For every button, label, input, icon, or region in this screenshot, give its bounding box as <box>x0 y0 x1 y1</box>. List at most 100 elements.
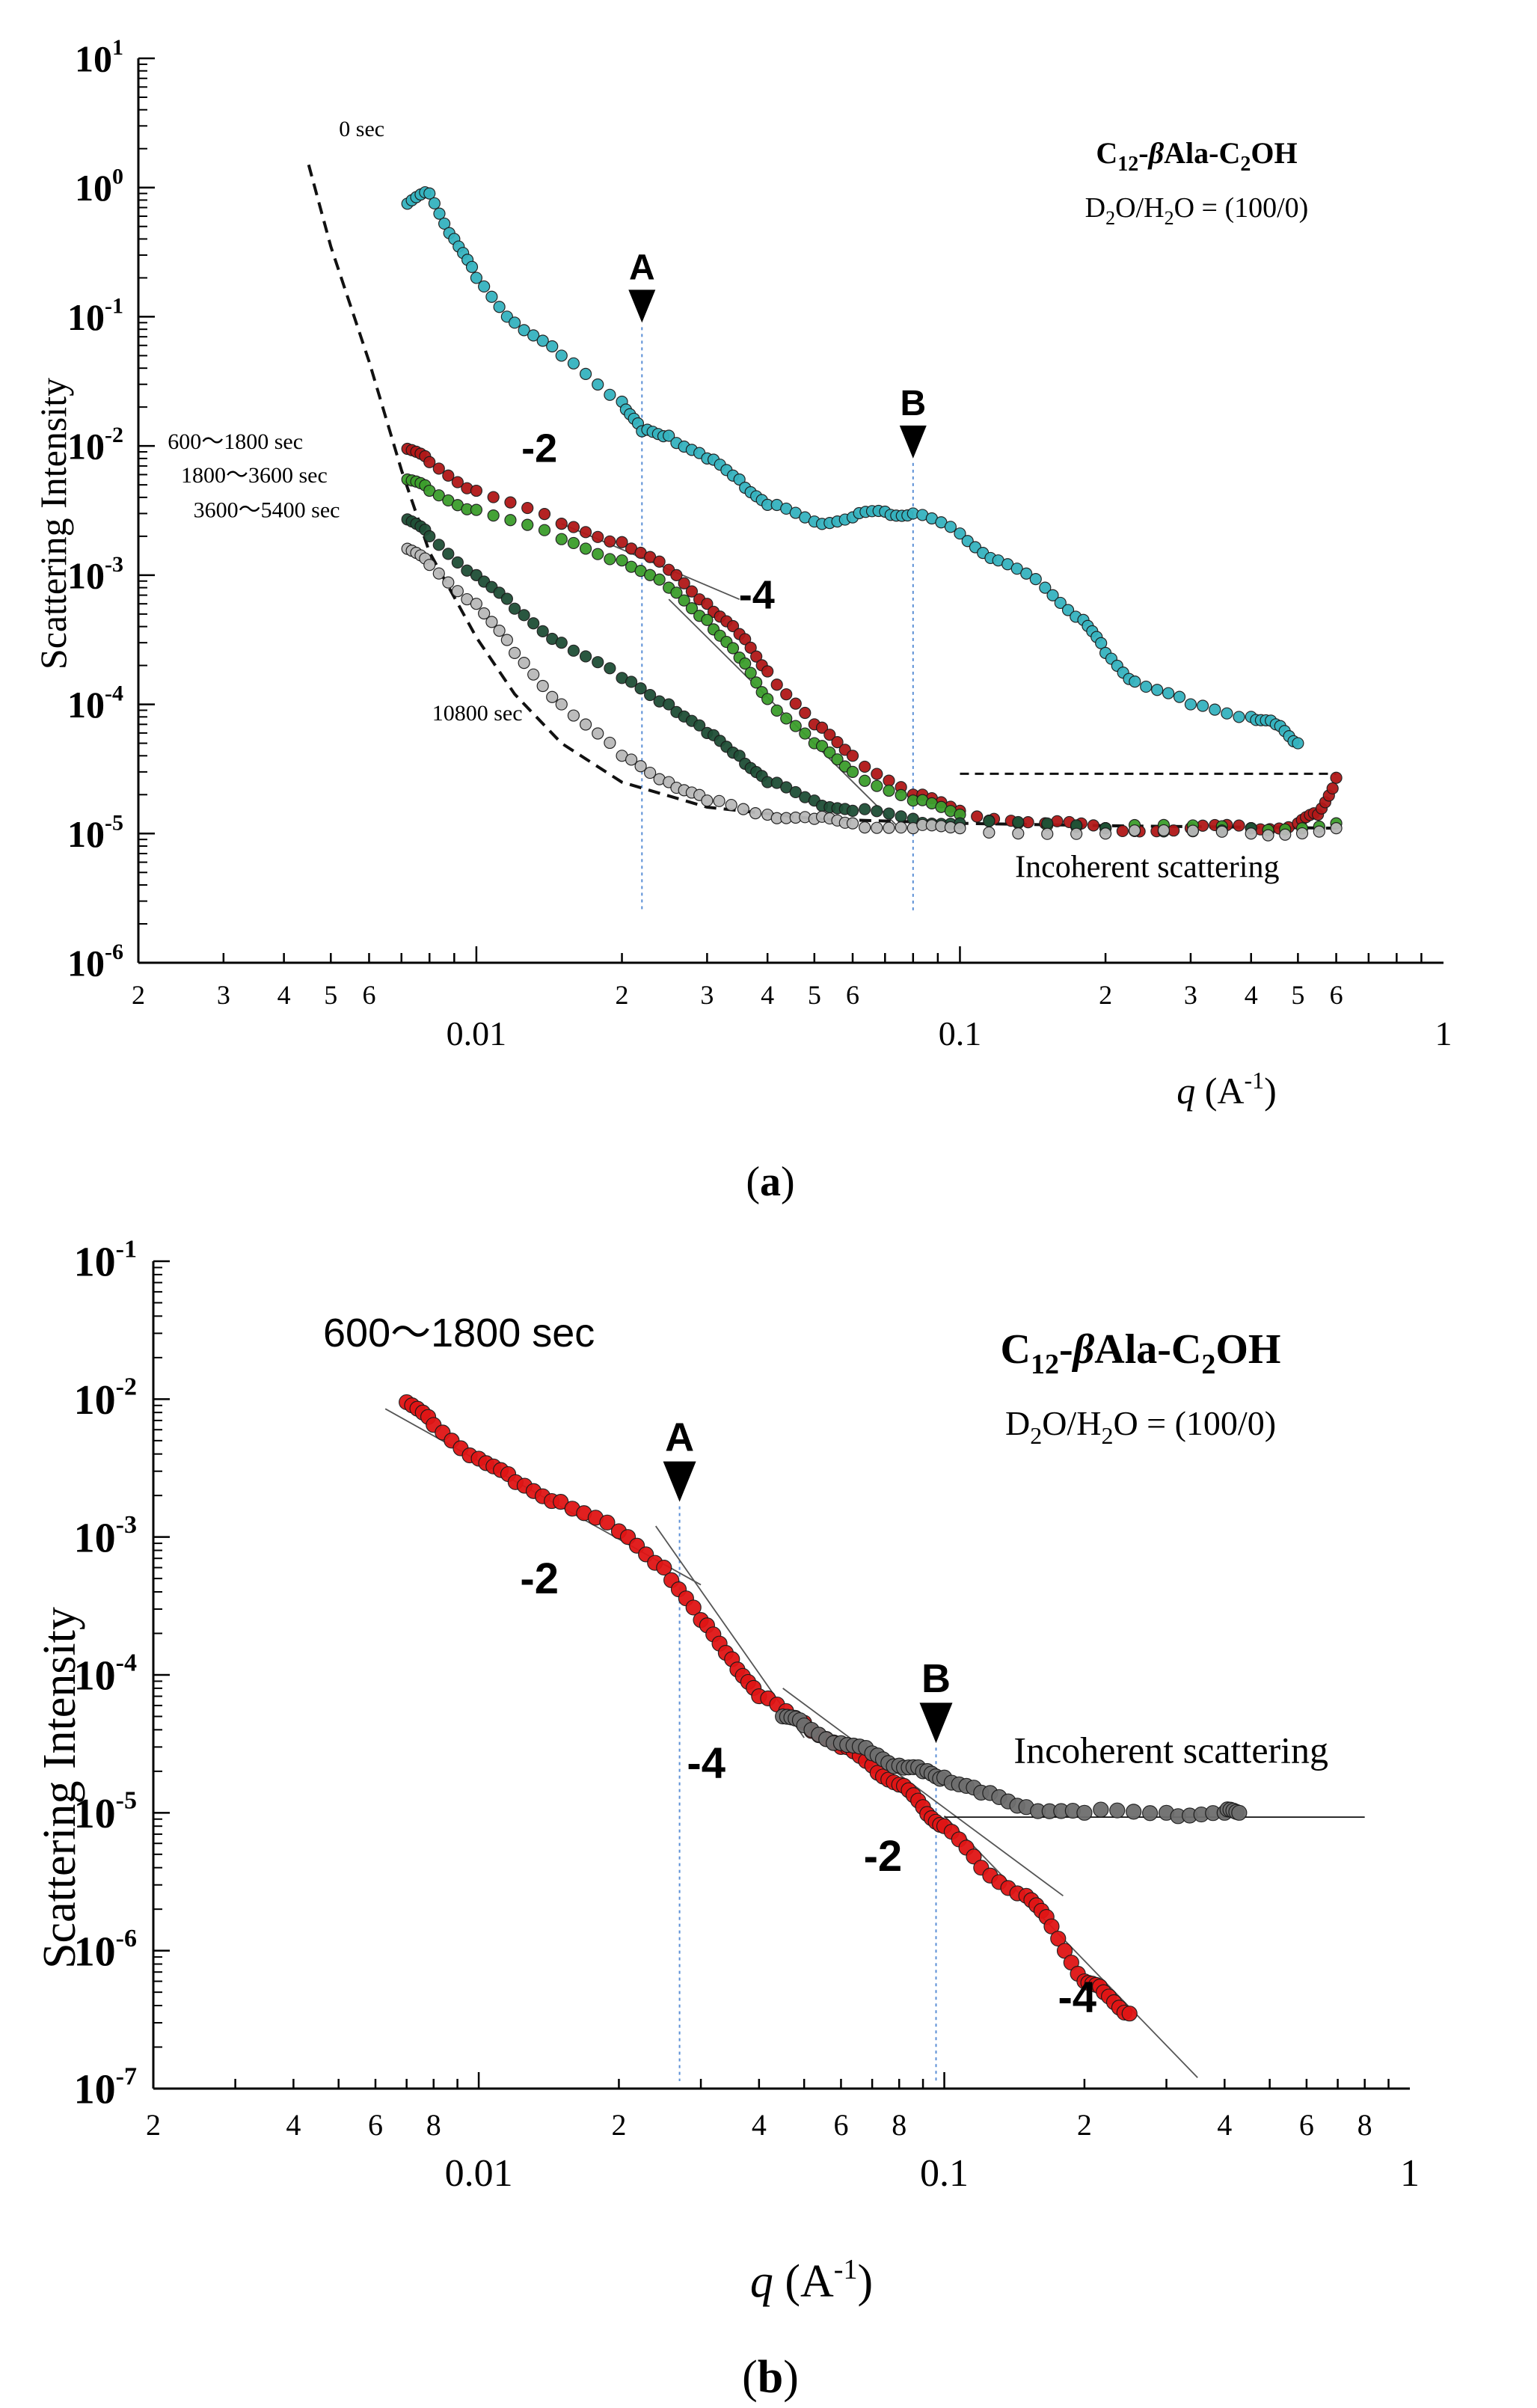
data-point <box>1109 1802 1126 1819</box>
data-point <box>592 548 604 560</box>
y-tick-label: 100 <box>75 165 123 209</box>
data-point <box>670 586 683 599</box>
x-tick-label: 5 <box>324 980 337 1010</box>
data-point <box>634 760 647 773</box>
data-point <box>831 736 844 749</box>
data-point <box>895 810 907 823</box>
data-point <box>555 698 568 711</box>
x-tick-label: 6 <box>1299 2108 1314 2142</box>
data-point <box>625 753 638 766</box>
data-point <box>954 822 966 835</box>
data-point <box>438 217 451 230</box>
panel-a-labels: A B 0 sec 600〜1800 sec 1800〜3600 sec 3600〜540… <box>168 117 1279 885</box>
data-point <box>470 503 483 516</box>
data-point <box>1039 581 1052 594</box>
data-point <box>966 1848 982 1865</box>
data-point <box>1231 1804 1248 1821</box>
x-tick-label: 3 <box>1184 980 1197 1010</box>
data-point <box>538 508 551 521</box>
x-tick-label: 2 <box>1077 2108 1092 2142</box>
data-point <box>1126 1804 1142 1820</box>
x-tick-label: 1 <box>1400 2152 1420 2195</box>
data-point <box>663 429 675 442</box>
panel-a: 2 3 4 5 60.012 3 4 5 60.12 3 4 5 6110110010-110-210-… <box>32 35 1452 1205</box>
data-point <box>432 539 445 551</box>
data-point <box>1121 2006 1138 2022</box>
data-point <box>713 794 725 807</box>
data-point <box>504 514 517 527</box>
data-point <box>592 727 604 740</box>
data-point <box>1279 828 1292 841</box>
panel-b-series <box>399 1394 1248 2022</box>
data-point <box>1061 604 1075 616</box>
x-tick-label: 5 <box>1291 980 1304 1010</box>
data-point <box>895 788 907 801</box>
series-label: 1800〜3600 sec <box>181 463 328 488</box>
data-point <box>780 688 793 701</box>
data-point <box>579 542 592 555</box>
data-point <box>983 826 995 839</box>
data-point <box>1041 827 1054 840</box>
data-point <box>1046 589 1059 601</box>
panel-a-y-axis-label: Scattering Intensity <box>32 378 74 670</box>
data-point <box>1076 1804 1093 1821</box>
data-point <box>634 682 647 695</box>
data-point <box>555 637 568 649</box>
data-point <box>592 530 604 543</box>
marker-label-A: A <box>629 248 655 287</box>
y-tick-label: 101 <box>75 35 123 80</box>
data-point <box>733 473 746 486</box>
data-point <box>527 329 540 342</box>
data-point <box>521 518 534 531</box>
slope-label: -2 <box>864 1832 903 1881</box>
data-point <box>555 518 568 530</box>
panel-a-x-axis-label: q (A-1) <box>1176 1067 1277 1112</box>
data-point <box>789 697 802 710</box>
data-point <box>770 678 783 691</box>
data-point <box>726 642 740 655</box>
data-point <box>604 553 616 566</box>
data-point <box>846 750 859 762</box>
data-point <box>871 821 883 834</box>
data-point <box>527 668 540 681</box>
x-tick-label: 2 <box>132 980 145 1010</box>
data-point <box>859 774 871 787</box>
data-point <box>546 690 559 703</box>
data-point <box>944 521 957 533</box>
data-point <box>604 736 616 750</box>
data-point <box>470 484 483 497</box>
data-point <box>871 805 883 818</box>
data-point <box>678 577 690 589</box>
data-point <box>1095 637 1108 649</box>
data-point <box>432 489 445 502</box>
series-label: 3600〜5400 sec <box>194 498 340 523</box>
data-point <box>1129 675 1141 688</box>
data-point <box>1087 819 1100 832</box>
data-point <box>739 633 752 646</box>
data-point <box>1140 680 1153 693</box>
data-point <box>521 501 534 515</box>
data-point <box>749 807 762 820</box>
data-point <box>509 316 521 329</box>
data-point <box>493 625 506 637</box>
y-tick-label: 10-5 <box>74 1787 137 1837</box>
x-tick-label: 6 <box>362 980 375 1010</box>
slope-label: -4 <box>1058 1973 1096 2021</box>
data-point <box>656 1559 672 1576</box>
marker-arrow-B <box>919 1703 953 1744</box>
data-point <box>895 821 907 834</box>
y-tick-label: 10-7 <box>74 2062 137 2113</box>
data-point <box>859 821 871 834</box>
data-point <box>451 556 464 569</box>
data-point <box>789 785 802 799</box>
data-point <box>789 720 802 732</box>
panel-a-letter-label: (a) <box>746 1159 794 1205</box>
data-point <box>685 602 699 615</box>
panel-a-guides <box>641 327 914 912</box>
data-point <box>846 817 859 830</box>
data-point <box>846 804 859 817</box>
data-point <box>670 569 683 581</box>
series-label: 10800 sec <box>432 701 523 726</box>
panel-b-letter-label: (b) <box>742 2352 799 2403</box>
marker-arrow-B <box>899 425 927 459</box>
